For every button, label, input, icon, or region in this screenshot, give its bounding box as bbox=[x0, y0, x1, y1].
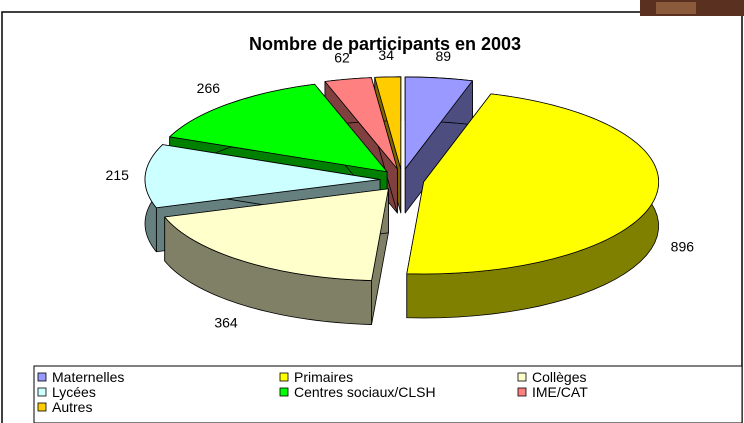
corner-picture-detail bbox=[656, 2, 696, 14]
data-label: 89 bbox=[435, 48, 451, 64]
data-label: 215 bbox=[106, 167, 130, 183]
legend-swatch bbox=[518, 388, 526, 396]
legend-label: Autres bbox=[52, 399, 92, 415]
legend-label: Lycées bbox=[52, 384, 96, 400]
legend-label: Collèges bbox=[532, 369, 586, 385]
legend-swatch bbox=[518, 373, 526, 381]
legend-swatch bbox=[38, 388, 46, 396]
legend-swatch bbox=[280, 388, 288, 396]
legend-label: Primaires bbox=[294, 369, 353, 385]
data-label: 62 bbox=[334, 50, 350, 66]
legend-swatch bbox=[38, 403, 46, 411]
data-label: 266 bbox=[197, 80, 221, 96]
legend-label: Maternelles bbox=[52, 369, 124, 385]
legend-swatch bbox=[280, 373, 288, 381]
data-label: 896 bbox=[671, 239, 695, 255]
chart: Nombre de participants en 2003 898963642… bbox=[0, 0, 744, 423]
legend-label: IME/CAT bbox=[532, 384, 588, 400]
legend-label: Centres sociaux/CLSH bbox=[294, 384, 436, 400]
legend-swatch bbox=[38, 373, 46, 381]
data-label: 34 bbox=[378, 47, 394, 63]
data-label: 364 bbox=[214, 314, 238, 330]
